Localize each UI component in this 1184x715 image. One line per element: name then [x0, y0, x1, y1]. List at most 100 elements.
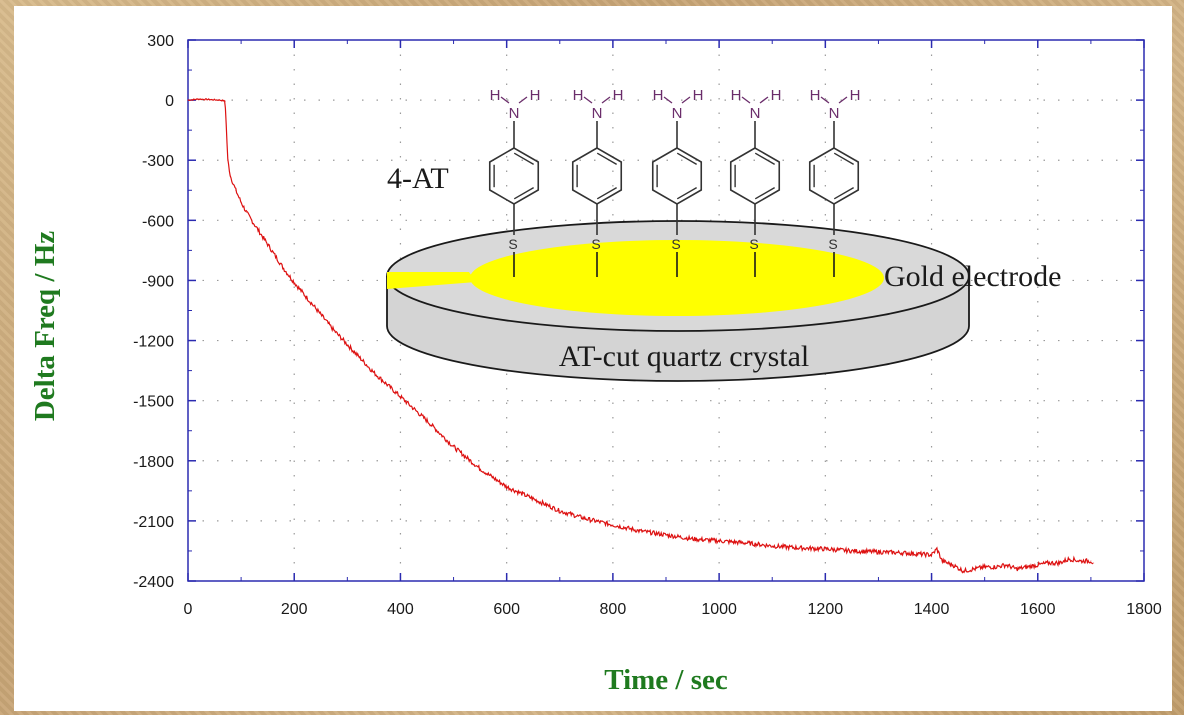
y-tick-label: -600: [142, 213, 174, 230]
y-tick-label: 0: [165, 93, 174, 110]
data-point: [771, 545, 773, 547]
hydrogen-atom: H: [653, 87, 664, 104]
data-point: [638, 530, 641, 532]
benzene-ring: [729, 147, 781, 205]
data-point: [877, 551, 880, 553]
sulfur-atom: S: [591, 236, 600, 252]
data-point: [261, 235, 263, 237]
data-point: [198, 98, 200, 100]
hydrogen-atom: H: [771, 87, 782, 104]
x-tick-label: 1000: [701, 601, 737, 618]
nitrogen-atom: N: [829, 105, 840, 122]
y-tick-label: -1800: [133, 454, 174, 471]
data-point: [187, 99, 189, 101]
data-point: [936, 548, 938, 550]
data-point: [952, 564, 954, 566]
data-point: [272, 251, 274, 253]
nh-bond: [663, 96, 673, 104]
sulfur-atom: S: [828, 236, 837, 252]
data-point: [585, 518, 587, 520]
x-axis-title: Time / sec: [604, 664, 728, 696]
double-bond: [754, 187, 775, 200]
data-point: [1005, 564, 1007, 566]
data-point: [360, 357, 362, 360]
y-tick-label: -1500: [133, 394, 174, 411]
chart-svg: 0 200 400 600 800 1000 1200 1400 1600 1800 300 0 -30…: [29, 33, 1162, 696]
data-point: [1047, 562, 1049, 564]
molecule-4at: NH H S: [651, 87, 703, 277]
data-point: [745, 542, 747, 544]
nh-bond: [759, 96, 769, 104]
sulfur-atom: S: [671, 236, 680, 252]
data-point: [208, 98, 210, 101]
data-point: [399, 396, 402, 398]
data-point: [219, 99, 221, 101]
data-point: [320, 313, 322, 316]
data-point: [930, 554, 933, 556]
hydrogen-atom: H: [573, 87, 584, 104]
sulfur-atom: S: [508, 236, 517, 252]
y-tick-label: -1200: [133, 334, 174, 351]
hydrogen-atom: H: [810, 87, 821, 104]
x-tick-label: 200: [281, 601, 308, 618]
data-point: [235, 189, 237, 191]
data-point: [251, 219, 253, 221]
nitrogen-atom: N: [750, 105, 761, 122]
nitrogen-atom: N: [592, 105, 603, 122]
nh-bond: [500, 96, 510, 104]
double-bond: [513, 187, 534, 200]
gold-electrode: [470, 240, 884, 316]
sulfur-atom: S: [749, 236, 758, 252]
data-point: [973, 568, 975, 570]
data-point: [346, 343, 348, 346]
data-point: [691, 538, 694, 540]
double-bond: [833, 187, 854, 200]
y-tick-label: 300: [147, 33, 174, 50]
data-point: [904, 552, 906, 554]
molecule-label: 4-AT: [387, 162, 449, 195]
data-point: [532, 498, 534, 500]
double-bond: [833, 152, 854, 165]
data-point: [665, 534, 667, 536]
data-point: [994, 566, 996, 568]
double-bond: [596, 152, 617, 165]
nh-bond: [820, 96, 830, 104]
data-point: [452, 446, 455, 448]
nh-bond: [681, 96, 691, 104]
data-point: [293, 281, 295, 284]
molecule-4at: NH H S: [729, 87, 782, 277]
y-tick-label: -2100: [133, 514, 174, 531]
data-point: [1015, 568, 1018, 570]
double-bond: [676, 152, 697, 165]
hydrogen-atom: H: [530, 87, 541, 104]
y-tick-label: -300: [142, 153, 174, 170]
hydrogen-atom: H: [613, 87, 624, 104]
electrode-label: Gold electrode: [884, 260, 1061, 293]
data-point: [824, 548, 826, 550]
nitrogen-atom: N: [509, 105, 520, 122]
y-axis-title: Delta Freq / Hz: [29, 231, 61, 421]
data-point: [245, 211, 248, 213]
data-point: [224, 100, 226, 102]
chart-panel: 0 200 400 600 800 1000 1200 1400 1600 1800 300 0 -30…: [14, 6, 1172, 711]
data-point: [1090, 560, 1092, 562]
data-point: [306, 297, 309, 300]
data-point: [426, 420, 428, 422]
data-point: [333, 329, 335, 332]
double-bond: [596, 187, 617, 200]
axes-layer: 0 200 400 600 800 1000 1200 1400 1600 1800 300 0 -30…: [133, 33, 1162, 618]
data-point: [1026, 566, 1028, 568]
molecule-4at: NH H S: [571, 87, 624, 277]
hydrogen-atom: H: [731, 87, 742, 104]
data-point: [229, 175, 232, 177]
x-tick-label: 1600: [1020, 601, 1056, 618]
data-point: [1079, 560, 1081, 562]
data-point: [1092, 562, 1095, 564]
data-point: [984, 566, 986, 568]
data-point: [1058, 562, 1060, 564]
crystal-label: AT-cut quartz crystal: [559, 340, 809, 373]
electrode-lead: [387, 272, 476, 289]
data-point: [227, 159, 229, 161]
